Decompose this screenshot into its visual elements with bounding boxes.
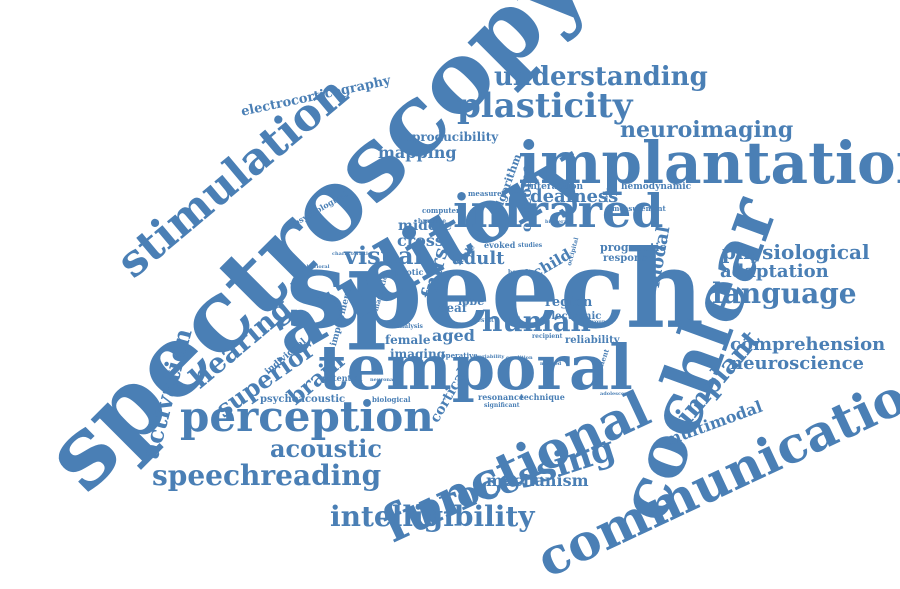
- word-female: female: [385, 333, 431, 347]
- word-characteristic: characteristic: [332, 251, 371, 257]
- word-deafness: deafness: [530, 186, 619, 207]
- word-understanding: understanding: [494, 62, 708, 92]
- word-significant: significant: [484, 402, 520, 409]
- word-adult: adult: [452, 248, 505, 269]
- word-photic: photic: [395, 267, 424, 277]
- word-condition: condition: [506, 355, 533, 361]
- word-evoked: evoked: [484, 240, 516, 250]
- word-mechanism: mechanism: [486, 471, 589, 490]
- word-intelligibility: intelligibility: [330, 500, 535, 533]
- word-neuronal: neuronal: [370, 377, 396, 383]
- word-electronic: electronic: [545, 311, 602, 322]
- word-comprehension: comprehension: [730, 334, 886, 355]
- word-variability: variability: [476, 354, 505, 360]
- word-speechreading: speechreading: [152, 459, 382, 492]
- word-biological: biological: [372, 395, 411, 404]
- word-prognostic: prognostic: [600, 241, 666, 254]
- word-method: method: [540, 361, 562, 367]
- word-interaction: interaction: [527, 182, 584, 192]
- word-computer: computer: [422, 206, 460, 215]
- word-visual: visual: [344, 241, 423, 270]
- word-result: result: [474, 317, 494, 324]
- word-hemodynamic: hemodynamic: [621, 182, 692, 192]
- word-physiological: physiological: [722, 240, 870, 264]
- word-cross: cross: [397, 231, 444, 250]
- word-mapping: mapping: [378, 143, 457, 162]
- word-operative: operative: [441, 351, 478, 360]
- word-benefit: benefit: [508, 269, 532, 276]
- word-region: region: [545, 295, 593, 310]
- word-lobe: lobe: [458, 295, 485, 308]
- word-measurement: measurement: [612, 204, 666, 213]
- word-psychoacoustic: psychoacoustic: [260, 394, 346, 405]
- word-resonance: resonance: [478, 392, 524, 402]
- word-baseline: baseline: [418, 218, 447, 225]
- word-perception: perception: [180, 392, 434, 441]
- word-deaf: deaf: [438, 301, 467, 315]
- word-recipient: recipient: [532, 333, 563, 340]
- word-potential: potential: [322, 373, 363, 383]
- word-reproducibility: reproducibility: [398, 130, 499, 144]
- word-acoustic: acoustic: [270, 434, 382, 463]
- word-neuroscience: neuroscience: [730, 353, 864, 374]
- word-cloud: spectroscopy speech auditory implantatio…: [22, 0, 900, 589]
- word-human: human: [482, 305, 591, 338]
- word-language: language: [712, 277, 857, 310]
- word-analysis: analysis: [396, 323, 423, 330]
- word-plasticity: plasticity: [457, 86, 633, 126]
- word-middle: middle: [398, 218, 452, 234]
- word-measured: measured: [468, 189, 507, 198]
- word-studies: studies: [518, 242, 543, 249]
- word-reliability: reliability: [565, 335, 620, 346]
- word-technique: technique: [520, 392, 565, 402]
- word-bilateral: bilateral: [545, 219, 569, 225]
- word-neuroimaging: neuroimaging: [620, 117, 794, 143]
- word-adolescent: adolescent: [600, 391, 631, 397]
- word-infrared: infrared: [453, 184, 664, 238]
- word-outcome: outcome: [519, 164, 535, 232]
- word-imaging: imaging: [390, 347, 446, 361]
- word-implantation: implantation: [518, 129, 900, 197]
- word-speech: speech: [286, 227, 705, 353]
- word-young: young: [592, 319, 610, 325]
- word-aged: aged: [432, 326, 475, 345]
- word-adaptation: adaptation: [720, 261, 829, 282]
- word-temporal: temporal: [318, 331, 633, 404]
- word-response: response: [603, 253, 654, 264]
- word-behavioral: behavioral: [300, 264, 330, 270]
